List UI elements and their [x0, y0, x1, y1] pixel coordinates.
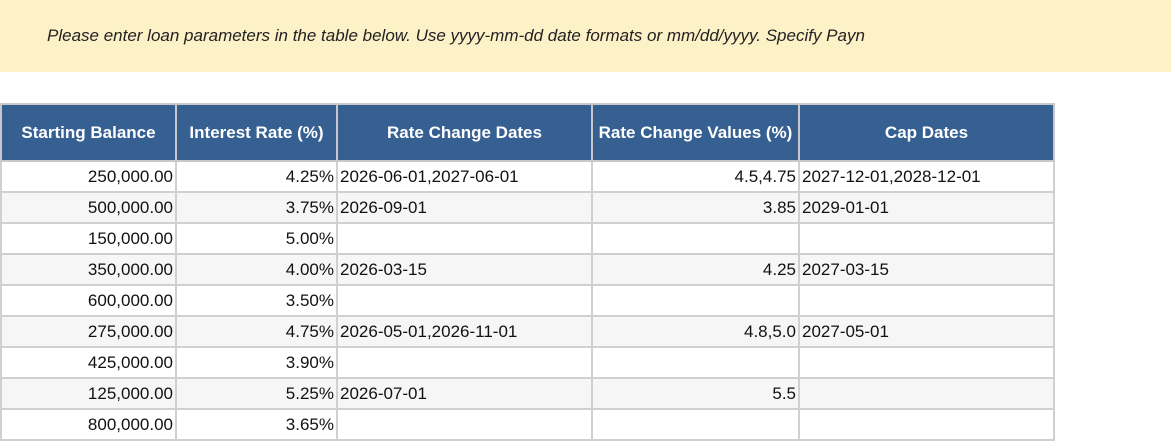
cell-cap-dates[interactable]: 2027-03-15 [798, 253, 1055, 286]
cell-rate-change-values[interactable]: 4.5,4.75 [591, 160, 800, 193]
cell-cap-dates[interactable]: 2027-12-01,2028-12-01 [798, 160, 1055, 193]
cell-rate-change-values[interactable]: 4.25 [591, 253, 800, 286]
cell-rate-change-values[interactable] [591, 222, 800, 255]
table-row: 250,000.00 4.25% 2026-06-01,2027-06-01 4.5,… [0, 160, 1055, 193]
table-row: 600,000.00 3.50% [0, 284, 1055, 317]
cell-starting-balance[interactable]: 125,000.00 [0, 377, 177, 410]
cell-interest-rate[interactable]: 4.75% [175, 315, 338, 348]
cell-cap-dates[interactable]: 2029-01-01 [798, 191, 1055, 224]
cell-interest-rate[interactable]: 3.65% [175, 408, 338, 441]
cell-cap-dates[interactable] [798, 222, 1055, 255]
cell-starting-balance[interactable]: 275,000.00 [0, 315, 177, 348]
loan-parameters-table: Starting Balance Interest Rate (%) Rate Ch… [0, 103, 1055, 441]
cell-rate-change-dates[interactable] [336, 284, 593, 317]
column-header-interest-rate[interactable]: Interest Rate (%) [175, 103, 338, 162]
cell-cap-dates[interactable] [798, 408, 1055, 441]
column-header-cap-dates[interactable]: Cap Dates [798, 103, 1055, 162]
cell-starting-balance[interactable]: 500,000.00 [0, 191, 177, 224]
cell-interest-rate[interactable]: 5.00% [175, 222, 338, 255]
column-header-rate-change-values[interactable]: Rate Change Values (%) [591, 103, 800, 162]
cell-rate-change-dates[interactable]: 2026-06-01,2027-06-01 [336, 160, 593, 193]
cell-rate-change-dates[interactable]: 2026-09-01 [336, 191, 593, 224]
cell-starting-balance[interactable]: 600,000.00 [0, 284, 177, 317]
cell-interest-rate[interactable]: 4.00% [175, 253, 338, 286]
cell-rate-change-dates[interactable] [336, 408, 593, 441]
column-header-starting-balance[interactable]: Starting Balance [0, 103, 177, 162]
cell-rate-change-values[interactable] [591, 346, 800, 379]
cell-starting-balance[interactable]: 250,000.00 [0, 160, 177, 193]
cell-interest-rate[interactable]: 3.50% [175, 284, 338, 317]
instruction-banner: Please enter loan parameters in the tabl… [0, 0, 1171, 72]
cell-interest-rate[interactable]: 4.25% [175, 160, 338, 193]
cell-cap-dates[interactable]: 2027-05-01 [798, 315, 1055, 348]
cell-rate-change-dates[interactable]: 2026-07-01 [336, 377, 593, 410]
cell-interest-rate[interactable]: 5.25% [175, 377, 338, 410]
cell-rate-change-values[interactable] [591, 408, 800, 441]
cell-rate-change-values[interactable]: 5.5 [591, 377, 800, 410]
header-row: Starting Balance Interest Rate (%) Rate Ch… [0, 103, 1055, 162]
cell-interest-rate[interactable]: 3.75% [175, 191, 338, 224]
cell-rate-change-dates[interactable] [336, 346, 593, 379]
table-row: 350,000.00 4.00% 2026-03-15 4.25 2027-03-15 [0, 253, 1055, 286]
table-row: 125,000.00 5.25% 2026-07-01 5.5 [0, 377, 1055, 410]
table-row: 150,000.00 5.00% [0, 222, 1055, 255]
cell-cap-dates[interactable] [798, 346, 1055, 379]
cell-starting-balance[interactable]: 425,000.00 [0, 346, 177, 379]
cell-rate-change-dates[interactable]: 2026-05-01,2026-11-01 [336, 315, 593, 348]
cell-starting-balance[interactable]: 350,000.00 [0, 253, 177, 286]
cell-rate-change-dates[interactable] [336, 222, 593, 255]
cell-rate-change-values[interactable] [591, 284, 800, 317]
instruction-text: Please enter loan parameters in the tabl… [47, 26, 865, 45]
column-header-rate-change-dates[interactable]: Rate Change Dates [336, 103, 593, 162]
cell-starting-balance[interactable]: 800,000.00 [0, 408, 177, 441]
cell-rate-change-values[interactable]: 3.85 [591, 191, 800, 224]
cell-rate-change-values[interactable]: 4.8,5.0 [591, 315, 800, 348]
cell-cap-dates[interactable] [798, 284, 1055, 317]
table-row: 425,000.00 3.90% [0, 346, 1055, 379]
cell-starting-balance[interactable]: 150,000.00 [0, 222, 177, 255]
cell-interest-rate[interactable]: 3.90% [175, 346, 338, 379]
table-row: 500,000.00 3.75% 2026-09-01 3.85 2029-01-01 [0, 191, 1055, 224]
table-row: 275,000.00 4.75% 2026-05-01,2026-11-01 4.8,… [0, 315, 1055, 348]
cell-rate-change-dates[interactable]: 2026-03-15 [336, 253, 593, 286]
table-row: 800,000.00 3.65% [0, 408, 1055, 441]
cell-cap-dates[interactable] [798, 377, 1055, 410]
